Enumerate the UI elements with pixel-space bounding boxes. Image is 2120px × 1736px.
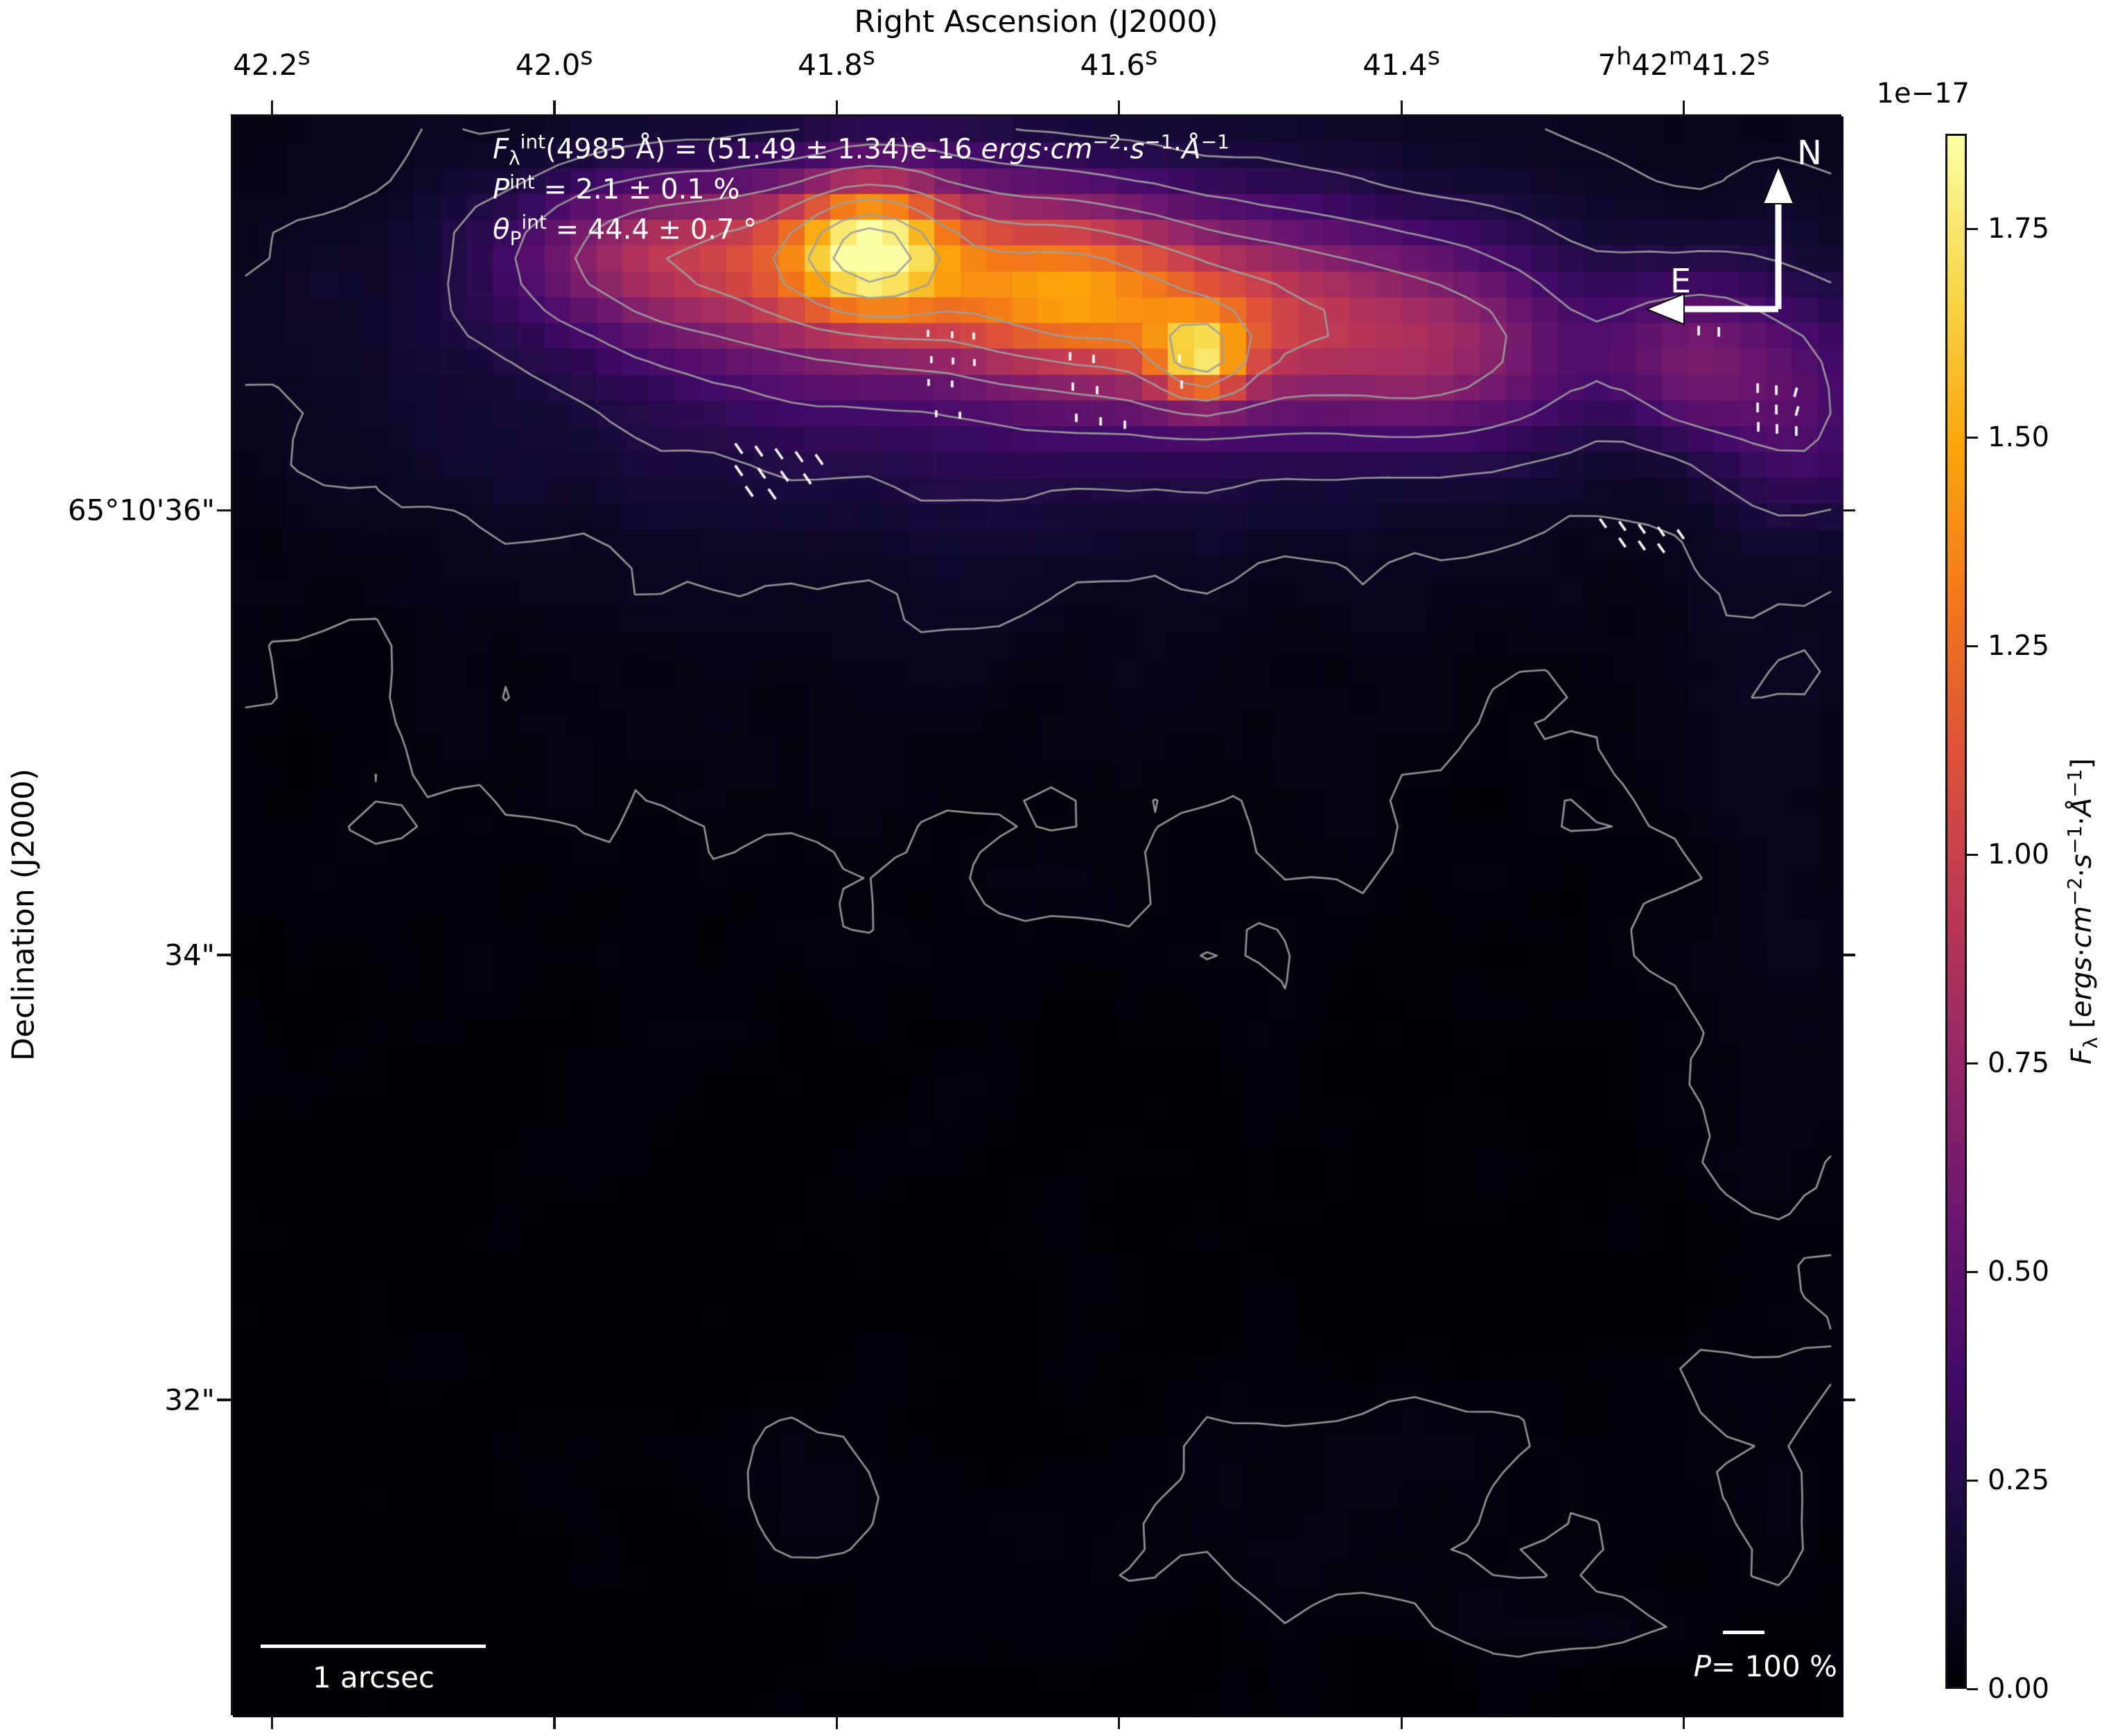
colorbar-tick-label: 0.50 bbox=[1988, 1256, 2050, 1288]
flux-map-canvas bbox=[233, 116, 1843, 1717]
x-tick-mark-top bbox=[835, 100, 839, 114]
colorbar-tick-label: 1.50 bbox=[1988, 421, 2050, 454]
x-tick-label: 41.4s bbox=[1363, 43, 1440, 82]
y-tick-mark-right bbox=[1841, 954, 1855, 956]
y-tick-mark-left bbox=[217, 1399, 231, 1401]
x-axis-label: Right Ascension (J2000) bbox=[854, 4, 1218, 40]
y-tick-mark-left bbox=[217, 509, 231, 512]
flux-map-plot: N E Fλint(4985 Å) = (51.49 ± 1.34)e-16 e… bbox=[231, 114, 1843, 1717]
colorbar-tick-label: 0.25 bbox=[1988, 1464, 2050, 1497]
colorbar-tick-label: 0.75 bbox=[1988, 1047, 2050, 1080]
y-tick-label: 65°10'36" bbox=[67, 493, 215, 527]
x-tick-label: 42.0s bbox=[515, 43, 593, 82]
polarization-scalebar-label: P= 100 % bbox=[1693, 1649, 1837, 1683]
colorbar-scale-label: 1e−17 bbox=[1876, 78, 1970, 109]
y-tick-mark-right bbox=[1841, 509, 1855, 512]
x-tick-mark-top bbox=[270, 100, 274, 114]
y-tick-label: 32" bbox=[164, 1383, 215, 1417]
polarization-scalebar-line bbox=[1723, 1631, 1764, 1634]
x-tick-mark-top bbox=[553, 100, 556, 114]
x-tick-mark-bottom bbox=[270, 1715, 274, 1729]
colorbar-tick-mark bbox=[1967, 1687, 1978, 1690]
colorbar-unit-label: Fλ [ergs·cm−2·s−1·Å−1] bbox=[2062, 757, 2103, 1065]
compass-east-label: E bbox=[1670, 262, 1692, 301]
colorbar-tick-label: 1.00 bbox=[1988, 839, 2050, 871]
y-axis-label: Declination (J2000) bbox=[6, 769, 42, 1061]
x-tick-label: 42.2s bbox=[233, 43, 310, 82]
colorbar-tick-mark bbox=[1967, 227, 1978, 230]
colorbar-tick-mark bbox=[1967, 1270, 1978, 1273]
x-tick-mark-top bbox=[1117, 100, 1121, 114]
y-tick-mark-right bbox=[1841, 1399, 1855, 1401]
y-tick-label: 34" bbox=[164, 938, 215, 972]
arcsec-scalebar-line bbox=[261, 1645, 486, 1648]
x-tick-mark-bottom bbox=[1400, 1715, 1403, 1729]
colorbar-tick-mark bbox=[1967, 436, 1978, 439]
x-tick-label: 41.8s bbox=[798, 43, 875, 82]
colorbar-tick-mark bbox=[1967, 1062, 1978, 1064]
colorbar-tick-mark bbox=[1967, 1479, 1978, 1482]
x-tick-mark-top bbox=[1682, 100, 1685, 114]
colorbar-tick-label: 1.25 bbox=[1988, 630, 2050, 663]
arcsec-scalebar-label: 1 arcsec bbox=[312, 1660, 435, 1694]
x-tick-mark-bottom bbox=[1682, 1715, 1685, 1729]
x-tick-label: 41.6s bbox=[1080, 43, 1158, 82]
annotation-polarization-angle: θPint = 44.4 ± 0.7 ° bbox=[493, 211, 757, 250]
colorbar-tick-label: 1.75 bbox=[1988, 213, 2050, 245]
y-tick-mark-left bbox=[217, 954, 231, 956]
annotation-integrated-flux: Fλint(4985 Å) = (51.49 ± 1.34)e-16 ergs·… bbox=[493, 130, 1230, 170]
colorbar-tick-mark bbox=[1967, 645, 1978, 647]
colorbar-tick-mark bbox=[1967, 853, 1978, 856]
colorbar bbox=[1945, 134, 1967, 1689]
colorbar-tick-label: 0.00 bbox=[1988, 1673, 2050, 1705]
x-tick-mark-top bbox=[1400, 100, 1403, 114]
x-tick-mark-bottom bbox=[1117, 1715, 1121, 1729]
x-tick-label: 7h42m41.2s bbox=[1597, 43, 1770, 82]
compass-north-label: N bbox=[1797, 134, 1822, 173]
annotation-polarization: Pint = 2.1 ± 0.1 % bbox=[493, 170, 740, 206]
x-tick-mark-bottom bbox=[835, 1715, 839, 1729]
x-tick-mark-bottom bbox=[553, 1715, 556, 1729]
